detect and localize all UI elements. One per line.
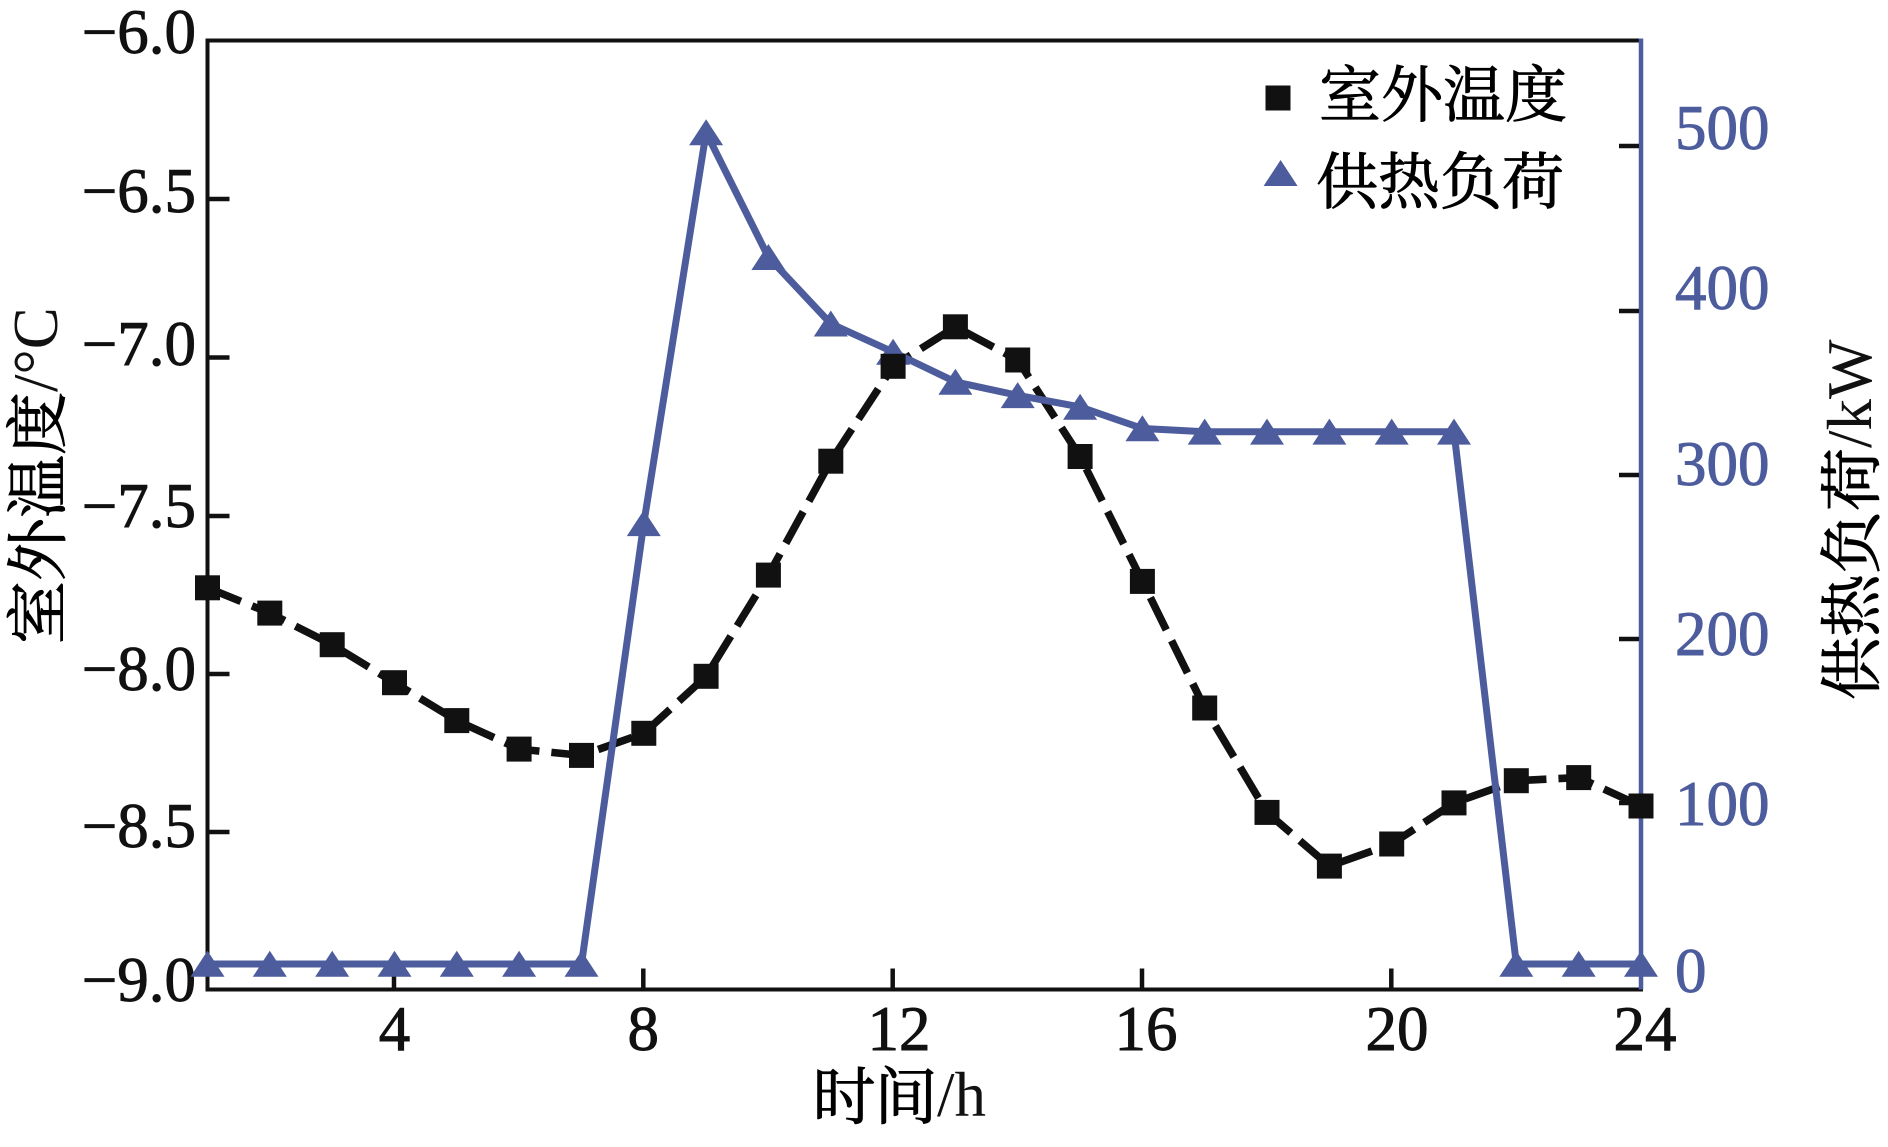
svg-text:−8.0: −8.0 [82,634,196,704]
svg-text:−6.0: −6.0 [82,0,196,67]
svg-text:500: 500 [1675,93,1770,163]
svg-text:−7.0: −7.0 [82,309,196,379]
svg-text:16: 16 [1115,994,1178,1064]
svg-text:/h: /h [937,1060,986,1130]
svg-text:8: 8 [628,994,660,1064]
svg-text:0: 0 [1675,936,1707,1006]
svg-text:4: 4 [379,994,411,1064]
svg-text:−6.5: −6.5 [82,156,196,226]
svg-text:400: 400 [1675,253,1770,323]
svg-text:−9.0: −9.0 [82,945,196,1015]
svg-text:/kW: /kW [1815,339,1885,448]
svg-text:200: 200 [1675,599,1770,669]
svg-text:/°C: /°C [1,307,71,392]
svg-text:12: 12 [868,994,931,1064]
svg-text:−8.5: −8.5 [82,791,196,861]
svg-text:20: 20 [1366,994,1429,1064]
svg-text:−7.5: −7.5 [82,471,196,541]
svg-text:300: 300 [1675,429,1770,499]
svg-text:100: 100 [1675,769,1770,839]
svg-text:24: 24 [1614,994,1677,1064]
